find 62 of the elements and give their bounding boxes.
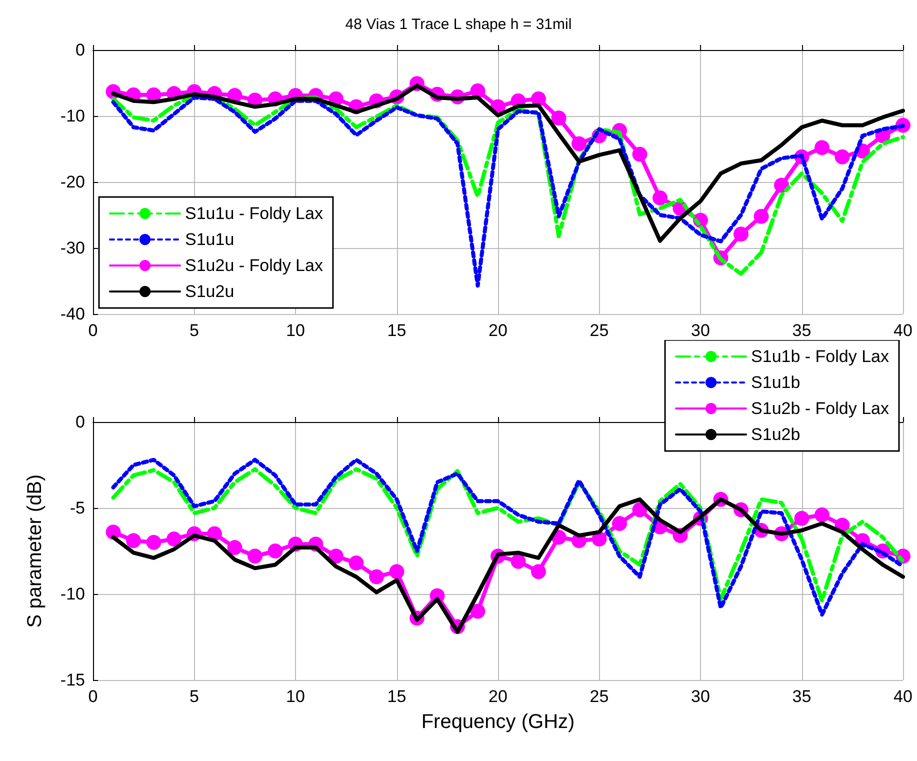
x-tick-label: 40: [894, 321, 912, 340]
legend-label: S1u1u - Foldy Lax: [185, 204, 324, 223]
point: [348, 556, 364, 571]
legend-label: S1u1b: [751, 373, 800, 392]
x-tick-label: 20: [488, 687, 508, 706]
point: [632, 146, 648, 162]
point: [794, 510, 810, 526]
point: [389, 564, 404, 580]
point: [146, 534, 162, 550]
point: [834, 149, 850, 164]
x-tick-label: 20: [488, 321, 508, 340]
x-tick-label: 10: [286, 687, 305, 706]
point: [814, 507, 830, 522]
point: [531, 564, 546, 580]
x-tick-label: 0: [88, 687, 98, 706]
x-tick-label: 5: [190, 321, 199, 340]
x-tick-label: 25: [590, 321, 609, 340]
y-tick-label: -10: [60, 106, 85, 126]
x-tick-label: 35: [792, 321, 812, 340]
point: [572, 136, 586, 152]
point: [248, 548, 262, 564]
x-tick-label: 35: [792, 687, 812, 706]
legend-label: S1u2u - Foldy Lax: [185, 256, 324, 275]
point: [369, 569, 384, 584]
x-tick-label: 25: [590, 687, 609, 706]
y-tick-label: -10: [60, 584, 85, 604]
x-tick-label: 10: [286, 321, 305, 340]
legend-label: S1u2b - Foldy Lax: [751, 399, 890, 418]
point: [612, 516, 627, 531]
point: [166, 531, 182, 546]
point: [734, 226, 748, 242]
y-tick-label: -5: [70, 498, 85, 518]
legend-label: S1u1u: [185, 230, 234, 249]
y-tick-label: -30: [60, 238, 85, 258]
point: [754, 208, 769, 224]
legend-label: S1u2u: [185, 282, 234, 301]
chart-title: 48 Vias 1 Trace L shape h = 31mil: [345, 16, 572, 33]
point: [551, 110, 566, 126]
y-tick-label: -40: [60, 304, 85, 324]
x-tick-label: 30: [691, 321, 710, 340]
point: [268, 544, 283, 558]
y-tick-label: -15: [60, 670, 85, 690]
x-tick-label: 0: [88, 321, 98, 340]
legend-label: S1u2b: [751, 425, 800, 444]
x-axis-title: Frequency (GHz): [421, 711, 575, 733]
x-tick-label: 15: [387, 687, 406, 706]
x-tick-label: 5: [190, 687, 199, 706]
legend-label: S1u1b - Foldy Lax: [751, 347, 890, 366]
point: [814, 140, 830, 156]
y-tick-label: -20: [60, 172, 85, 192]
y-tick-label: 0: [76, 412, 85, 432]
y-axis-title: S parameter (dB): [24, 474, 46, 628]
x-tick-label: 40: [894, 687, 912, 706]
x-tick-label: 30: [691, 687, 710, 706]
y-tick-label: 0: [76, 40, 85, 60]
point: [227, 540, 242, 556]
point: [510, 554, 526, 569]
point: [328, 548, 344, 564]
x-tick-label: 15: [387, 321, 406, 340]
point: [126, 533, 141, 548]
point: [470, 604, 486, 619]
point: [652, 190, 668, 206]
